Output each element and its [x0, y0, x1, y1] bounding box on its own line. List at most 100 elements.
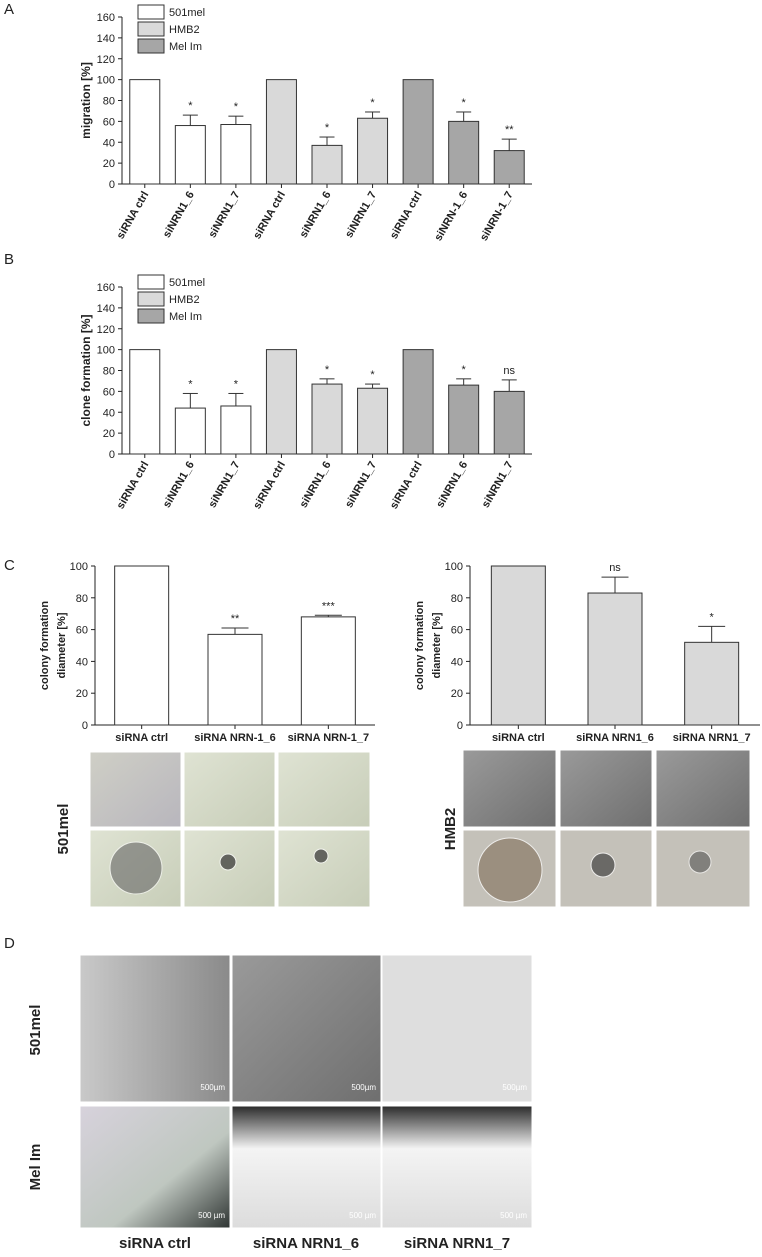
- y-tick-label: 140: [97, 33, 115, 45]
- microscopy-images-d: [79, 954, 533, 1229]
- panel-label: A: [4, 1, 14, 18]
- y-axis-label: colony formation: [414, 601, 426, 691]
- y-axis-label: migration [%]: [79, 62, 93, 139]
- row-label: Mel Im: [27, 1144, 44, 1191]
- y-axis-label: colony formation: [39, 601, 51, 691]
- significance-label: *: [234, 101, 239, 113]
- legend-swatch: [137, 291, 165, 307]
- x-tick-label: siNRN1_7: [206, 460, 242, 510]
- legend-label: Mel Im: [169, 311, 202, 323]
- y-tick-label: 40: [76, 656, 88, 668]
- x-tick-label: siRNA ctrl: [115, 732, 168, 744]
- panel-label: D: [4, 935, 15, 952]
- x-tick-label: siRNA ctrl: [251, 190, 288, 242]
- significance-label: *: [462, 97, 467, 109]
- column-label: siRNA NRN1_6: [253, 1235, 359, 1252]
- x-tick-label: siNRN1_6: [298, 460, 334, 510]
- significance-label: ***: [322, 600, 336, 612]
- significance-label: *: [370, 97, 375, 109]
- significance-label: *: [325, 122, 330, 134]
- legend-swatch: [137, 4, 165, 20]
- legend-swatch: [137, 38, 165, 54]
- scale-label: 500µm: [351, 1083, 376, 1092]
- significance-label: *: [234, 378, 239, 390]
- y-tick-label: 160: [97, 282, 115, 294]
- bar: [174, 407, 206, 455]
- x-tick-label: siNRN1_6: [434, 459, 470, 509]
- bar: [300, 616, 356, 726]
- legend-swatch: [137, 21, 165, 37]
- y-tick-label: 0: [457, 720, 463, 732]
- y-tick-label: 40: [451, 656, 463, 668]
- significance-label: ns: [503, 365, 515, 377]
- y-tick-label: 100: [97, 75, 115, 87]
- significance-label: *: [462, 364, 467, 376]
- x-tick-label: siNRN1_6: [161, 460, 197, 510]
- y-tick-label: 0: [82, 720, 88, 732]
- y-tick-label: 120: [97, 324, 115, 336]
- x-tick-label: siRNA ctrl: [115, 460, 152, 512]
- bar: [357, 117, 389, 185]
- legend-label: 501mel: [169, 7, 205, 19]
- y-tick-label: 20: [103, 428, 115, 440]
- panel-label: B: [4, 251, 14, 268]
- significance-label: *: [370, 369, 375, 381]
- legend-swatch: [137, 274, 165, 290]
- significance-label: *: [710, 611, 715, 623]
- y-tick-label: 40: [103, 137, 115, 149]
- microscopy-images-c: [89, 749, 751, 908]
- x-tick-label: siRNA NRN1_7: [673, 732, 751, 744]
- bar: [357, 387, 389, 455]
- column-label: siRNA ctrl: [119, 1235, 191, 1252]
- y-tick-label: 0: [109, 179, 115, 191]
- y-axis-label: clone formation [%]: [79, 314, 93, 426]
- bar: [448, 120, 480, 185]
- bar: [311, 144, 343, 185]
- bar: [265, 79, 297, 185]
- bar: [220, 405, 252, 455]
- x-tick-label: siNRN-1_7: [478, 190, 516, 244]
- scale-label: 500 µm: [349, 1211, 376, 1220]
- y-tick-label: 40: [103, 407, 115, 419]
- row-label: HMB2: [442, 808, 459, 851]
- y-tick-label: 60: [76, 625, 88, 637]
- legend-swatch: [137, 308, 165, 324]
- bar: [174, 125, 206, 185]
- significance-label: ns: [609, 562, 621, 574]
- row-label: 501mel: [55, 804, 72, 855]
- bar: [684, 641, 740, 726]
- bar: [129, 79, 161, 185]
- significance-label: **: [231, 613, 240, 625]
- x-tick-label: siRNA NRN1_6: [576, 732, 654, 744]
- y-tick-label: 60: [103, 386, 115, 398]
- x-tick-label: siRNA ctrl: [115, 190, 152, 242]
- legend-label: HMB2: [169, 24, 200, 36]
- bar: [207, 633, 263, 726]
- y-tick-label: 100: [445, 561, 463, 573]
- bar: [402, 79, 434, 185]
- bar: [493, 390, 525, 455]
- bar: [490, 565, 546, 726]
- x-tick-label: siRNA NRN-1_7: [288, 732, 370, 744]
- y-tick-label: 80: [103, 96, 115, 108]
- y-tick-label: 80: [76, 593, 88, 605]
- significance-label: *: [325, 364, 330, 376]
- significance-label: *: [188, 378, 193, 390]
- scale-label: 500 µm: [500, 1211, 527, 1220]
- scale-label: 500 µm: [198, 1211, 225, 1220]
- y-tick-label: 0: [109, 449, 115, 461]
- y-tick-label: 20: [103, 158, 115, 170]
- bar: [587, 592, 643, 726]
- bar: [220, 124, 252, 185]
- scale-label: 500µm: [200, 1083, 225, 1092]
- x-tick-label: siNRN1_7: [206, 190, 242, 240]
- x-tick-label: siNRN1_6: [298, 190, 334, 240]
- bar: [129, 349, 161, 455]
- y-tick-label: 160: [97, 12, 115, 24]
- significance-label: **: [505, 124, 514, 136]
- y-tick-label: 140: [97, 303, 115, 315]
- bar: [448, 384, 480, 455]
- y-tick-label: 80: [103, 366, 115, 378]
- bar: [114, 565, 170, 726]
